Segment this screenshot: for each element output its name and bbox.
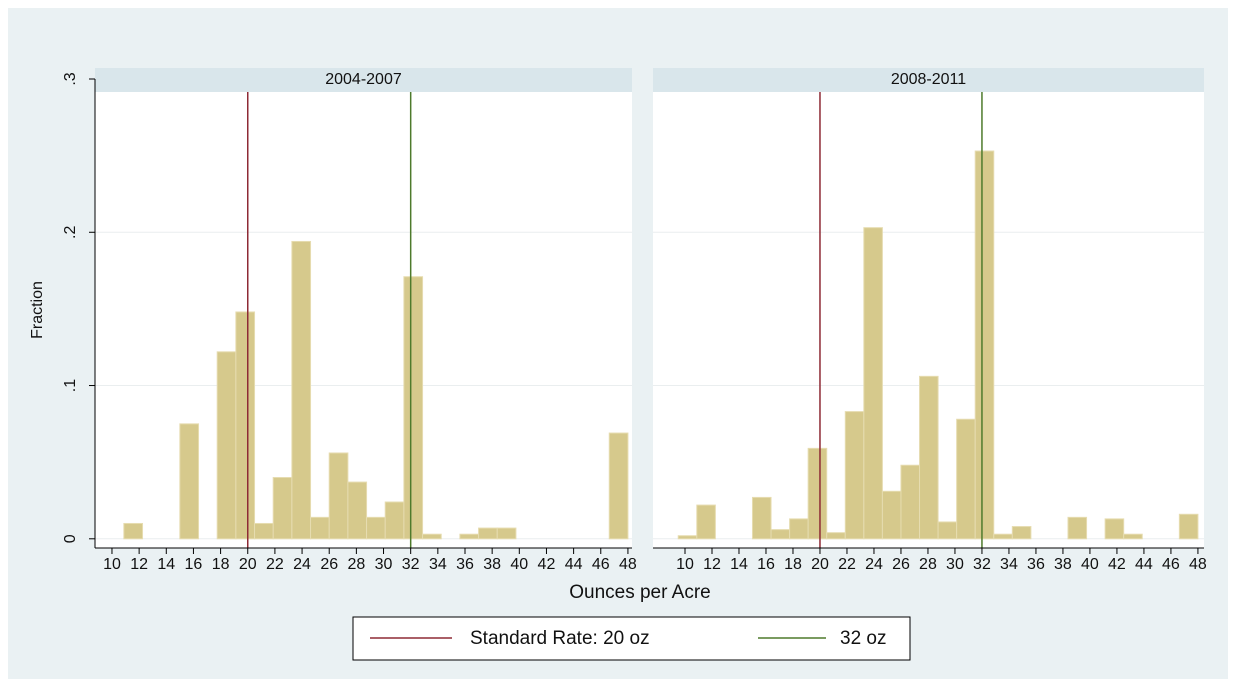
x-tick-label: 14 (730, 556, 748, 573)
x-tick-label: 20 (239, 556, 257, 573)
bar (1178, 513, 1199, 540)
x-tick-label: 18 (212, 556, 230, 573)
bar (310, 516, 330, 540)
bar (235, 311, 256, 540)
x-tick-label: 28 (347, 556, 365, 573)
x-tick-label: 16 (185, 556, 203, 573)
legend-label: 32 oz (840, 628, 886, 649)
x-tick-label: 40 (1081, 556, 1099, 573)
bar (496, 527, 517, 540)
bar (993, 533, 1013, 540)
x-tick-label: 26 (892, 556, 910, 573)
bar (179, 423, 200, 540)
x-tick-label: 16 (757, 556, 775, 573)
bar (677, 535, 698, 540)
x-tick-label: 36 (456, 556, 474, 573)
x-tick-label: 42 (538, 556, 556, 573)
x-tick-label: 22 (266, 556, 284, 573)
bar (751, 496, 772, 540)
bar (696, 504, 716, 540)
x-tick-label: 44 (565, 556, 583, 573)
bar (384, 501, 405, 540)
y-tick-label: .2 (62, 225, 79, 238)
x-tick-label: 12 (703, 556, 721, 573)
y-axis-title: Fraction (29, 281, 46, 339)
x-tick-label: 24 (293, 556, 311, 573)
bar (123, 522, 144, 540)
x-tick-label: 22 (838, 556, 856, 573)
bar (770, 529, 791, 540)
bar (937, 521, 958, 540)
x-tick-label: 30 (946, 556, 964, 573)
legend-label: Standard Rate: 20 oz (470, 628, 650, 649)
x-tick-label: 26 (320, 556, 338, 573)
panel-header (653, 68, 1204, 92)
bar (347, 481, 368, 540)
bar (403, 276, 424, 540)
x-tick-label: 32 (402, 556, 420, 573)
x-tick-label: 32 (973, 556, 991, 573)
x-tick-label: 30 (375, 556, 393, 573)
bar (216, 351, 237, 540)
x-tick-label: 48 (619, 556, 637, 573)
bar (844, 411, 865, 540)
bar (291, 240, 312, 540)
y-tick-label: .3 (62, 72, 79, 85)
y-tick-label: 0 (62, 534, 79, 543)
bar (272, 476, 293, 540)
x-tick-label: 24 (865, 556, 883, 573)
x-tick-label: 12 (130, 556, 148, 573)
x-tick-label: 34 (1000, 556, 1018, 573)
bar (956, 418, 976, 540)
x-tick-label: 44 (1135, 556, 1153, 573)
bar (478, 527, 498, 540)
panel-title: 2004-2007 (325, 71, 402, 88)
y-tick-label: .1 (62, 379, 79, 392)
x-tick-label: 34 (429, 556, 447, 573)
bar (422, 533, 442, 540)
bar (826, 532, 846, 540)
x-axis-title: Ounces per Acre (569, 582, 711, 603)
bar (1067, 516, 1088, 540)
x-tick-label: 36 (1027, 556, 1045, 573)
x-tick-label: 42 (1108, 556, 1126, 573)
bar (919, 375, 939, 540)
x-tick-label: 46 (1162, 556, 1180, 573)
bar (254, 522, 274, 540)
bar (807, 447, 828, 540)
bar (328, 452, 349, 540)
x-tick-label: 28 (919, 556, 937, 573)
bar (789, 518, 809, 540)
x-tick-label: 40 (510, 556, 528, 573)
plot-area (95, 79, 632, 548)
bar (1123, 533, 1143, 540)
x-tick-label: 18 (784, 556, 802, 573)
x-tick-label: 46 (592, 556, 610, 573)
panel-header (95, 68, 632, 92)
bar (366, 516, 386, 540)
bar (1011, 526, 1032, 540)
x-tick-label: 14 (157, 556, 175, 573)
x-tick-label: 48 (1189, 556, 1207, 573)
bar (608, 432, 629, 540)
x-tick-label: 38 (1054, 556, 1072, 573)
bar (863, 227, 883, 540)
panel-title: 2008-2011 (891, 71, 966, 88)
bar (459, 533, 480, 540)
bar (974, 150, 995, 540)
bar (900, 464, 921, 540)
x-tick-label: 20 (811, 556, 829, 573)
bar (881, 490, 902, 540)
x-tick-label: 38 (483, 556, 501, 573)
x-tick-label: 10 (676, 556, 694, 573)
x-tick-label: 10 (103, 556, 121, 573)
bar (1104, 518, 1125, 540)
